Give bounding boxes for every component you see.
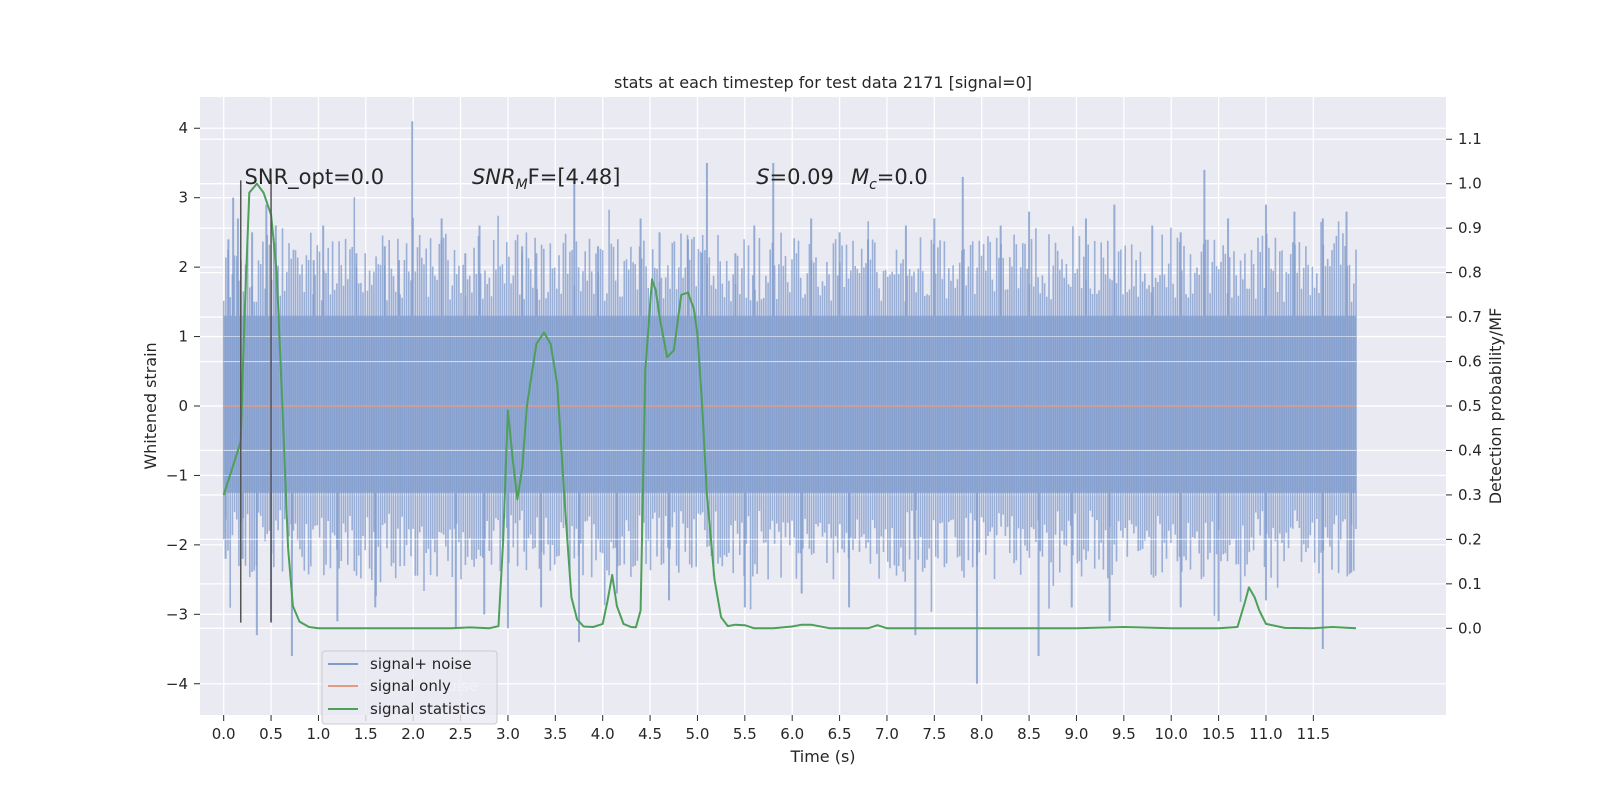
x-tick-label: 5.5 — [733, 725, 757, 743]
annotation-snr-mf: SNRMF=[4.48] — [472, 165, 621, 193]
x-tick-label: 6.0 — [780, 725, 804, 743]
y2-tick-label: 0.6 — [1458, 353, 1482, 371]
x-tick-label: 3.5 — [543, 725, 567, 743]
legend: noise signal+ noise signal only signal s… — [321, 650, 498, 725]
y2-tick-label: 0.2 — [1458, 530, 1482, 548]
series-signal-noise-texture — [222, 197, 1357, 616]
y-tick-label: −1 — [166, 466, 188, 484]
x-tick-label: 4.5 — [638, 725, 662, 743]
y2-axis-title: Detection probability/MF — [1486, 308, 1505, 505]
annotation-snr-opt: SNR_opt=0.0 — [245, 165, 385, 190]
y-tick-label: −4 — [166, 675, 188, 693]
x-tick-label: 0.5 — [259, 725, 283, 743]
x-tick-label: 5.0 — [686, 725, 710, 743]
y-tick-label: 2 — [178, 258, 188, 276]
legend-overlap-text: noise — [438, 677, 478, 695]
y2-tick-label: 1.0 — [1458, 175, 1482, 193]
y2-tick-label: 0.8 — [1458, 264, 1482, 282]
x-tick-label: 9.0 — [1065, 725, 1089, 743]
x-tick-label: 11.0 — [1249, 725, 1282, 743]
x-tick-label: 10.5 — [1202, 725, 1235, 743]
y2-tick-label: 0.4 — [1458, 441, 1482, 459]
x-axis-title: Time (s) — [789, 747, 855, 766]
legend-label-signal-only: signal only — [370, 677, 451, 695]
annotation-mc-stat: Mc=0.0 — [851, 165, 928, 193]
x-tick-label: 4.0 — [591, 725, 615, 743]
x-tick-label: 2.5 — [449, 725, 473, 743]
x-tick-label: 0.0 — [212, 725, 236, 743]
y-tick-label: −2 — [166, 536, 188, 554]
x-tick-label: 10.0 — [1155, 725, 1188, 743]
y-tick-label: 1 — [178, 328, 188, 346]
x-tick-label: 11.5 — [1297, 725, 1330, 743]
y2-tick-label: 0.0 — [1458, 619, 1482, 637]
x-tick-label: 8.5 — [1017, 725, 1041, 743]
legend-box — [321, 650, 498, 725]
series-signal-statistics-line — [222, 182, 1357, 630]
y-tick-label: 3 — [178, 189, 188, 207]
y-tick-label: 4 — [178, 119, 188, 137]
y2-tick-label: 0.5 — [1458, 397, 1482, 415]
y-axis-title: Whitened strain — [141, 342, 160, 469]
y2-tick-label: 0.9 — [1458, 219, 1482, 237]
vertical-markers — [239, 180, 272, 623]
x-tick-label: 1.0 — [307, 725, 331, 743]
x-tick-label: 7.0 — [875, 725, 899, 743]
y2-tick-label: 0.7 — [1458, 308, 1482, 326]
y-tick-label: −3 — [166, 605, 188, 623]
annotations: SNR_opt=0.0 SNRMF=[4.48] S=0.09 Mc=0.0 — [245, 165, 928, 193]
x-tick-label: 9.5 — [1112, 725, 1136, 743]
x-tick-label: 2.0 — [401, 725, 425, 743]
x-tick-label: 1.5 — [354, 725, 378, 743]
annotation-s-stat: S=0.09 — [756, 165, 834, 189]
series-layer — [222, 182, 1357, 630]
legend-label-signal-noise: signal+ noise — [370, 655, 472, 673]
y2-tick-label: 1.1 — [1458, 130, 1482, 148]
y2-tick-label: 0.1 — [1458, 575, 1482, 593]
y2-tick-label: 0.3 — [1458, 486, 1482, 504]
axes: 0.0 0.5 1.0 1.5 2.0 2.5 3.0 3.5 4.0 4.5 5.0 5.5 6.0 6… — [166, 119, 1482, 743]
noise-band-layer — [222, 121, 1357, 684]
legend-label-signal-statistics: signal statistics — [370, 700, 486, 718]
x-tick-label: 6.5 — [828, 725, 852, 743]
chart-title: stats at each timestep for test data 217… — [614, 73, 1032, 92]
x-tick-label: 8.0 — [970, 725, 994, 743]
x-tick-label: 3.0 — [496, 725, 520, 743]
x-tick-label: 7.5 — [922, 725, 946, 743]
y-tick-label: 0 — [178, 397, 188, 415]
